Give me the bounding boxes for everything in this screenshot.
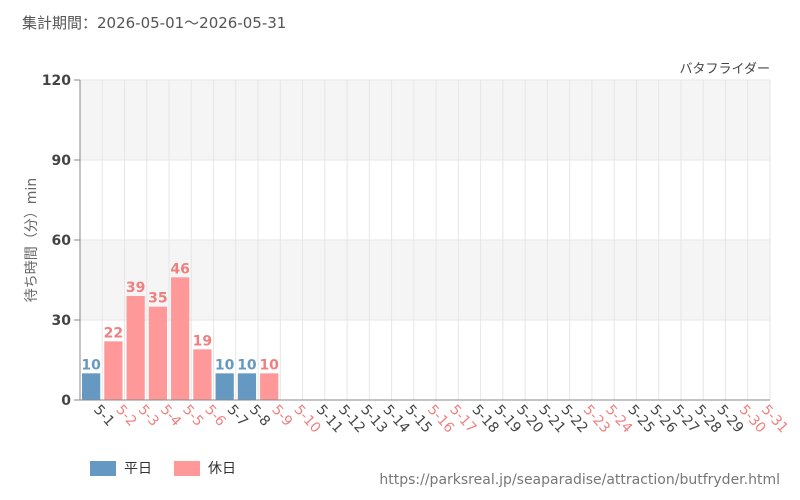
x-tick-label-5-2: 5-2 bbox=[112, 402, 139, 430]
y-axis-label: 待ち時間（分）min bbox=[24, 178, 40, 302]
value-label-5-2: 22 bbox=[104, 325, 123, 341]
x-tick-label-5-5: 5-5 bbox=[179, 402, 206, 430]
x-tick-label-5-7: 5-7 bbox=[224, 402, 251, 430]
legend-swatch-holiday bbox=[174, 460, 200, 476]
x-tick-label-5-6: 5-6 bbox=[201, 402, 228, 430]
bar-5-1 bbox=[82, 373, 101, 400]
legend-item-weekday: 平日 bbox=[90, 458, 152, 478]
axes bbox=[74, 79, 770, 401]
y-tick-label: 60 bbox=[52, 233, 72, 249]
period-label: 集計期間：2026-05-01〜2026-05-31 bbox=[22, 14, 287, 32]
x-tick-label-5-9: 5-9 bbox=[268, 402, 295, 430]
plot-background bbox=[80, 80, 770, 320]
value-label-5-7: 10 bbox=[215, 357, 235, 373]
bar-5-9 bbox=[260, 373, 279, 400]
bar-5-3 bbox=[126, 296, 145, 400]
grid-band bbox=[80, 240, 770, 320]
bar-5-8 bbox=[237, 373, 257, 400]
x-tick-labels: 5-15-25-35-45-55-65-75-85-95-105-115-125… bbox=[90, 402, 791, 436]
x-tick-label-5-3: 5-3 bbox=[135, 402, 162, 430]
value-label-5-9: 10 bbox=[259, 357, 279, 373]
legend-label-holiday: 休日 bbox=[208, 461, 236, 477]
y-tick-label: 90 bbox=[52, 153, 72, 169]
y-tick-label: 30 bbox=[52, 313, 72, 329]
bar-5-4 bbox=[148, 306, 168, 400]
value-label-5-8: 10 bbox=[237, 357, 257, 373]
value-label-5-4: 35 bbox=[148, 291, 167, 307]
bar-5-2 bbox=[104, 341, 123, 400]
value-label-5-3: 39 bbox=[126, 280, 145, 296]
legend: 平日 休日 bbox=[90, 458, 236, 478]
series-label: バタフライダー bbox=[680, 62, 770, 77]
x-tick-label-5-8: 5-8 bbox=[246, 402, 273, 430]
source-url: https://parksreal.jp/seaparadise/attract… bbox=[379, 472, 780, 488]
value-label-5-5: 46 bbox=[170, 261, 189, 277]
value-label-5-1: 10 bbox=[81, 357, 101, 373]
x-tick-label-5-1: 5-1 bbox=[90, 402, 117, 430]
value-label-5-6: 19 bbox=[193, 333, 212, 349]
grid-band bbox=[80, 80, 770, 160]
bar-5-6 bbox=[193, 349, 212, 400]
bar-5-7 bbox=[215, 373, 234, 400]
x-tick-label-5-4: 5-4 bbox=[157, 402, 184, 430]
bars bbox=[82, 277, 279, 400]
legend-label-weekday: 平日 bbox=[124, 461, 152, 477]
legend-swatch-weekday bbox=[90, 460, 116, 476]
y-tick-label: 120 bbox=[42, 73, 71, 89]
legend-item-holiday: 休日 bbox=[174, 458, 236, 478]
y-tick-label: 0 bbox=[61, 393, 71, 409]
y-tick-labels: 0 30 60 90 120 bbox=[42, 73, 71, 409]
bar-5-5 bbox=[171, 277, 190, 400]
